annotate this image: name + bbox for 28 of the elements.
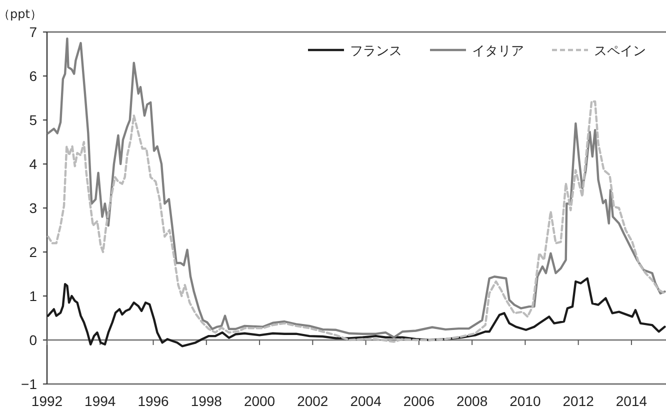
x-tick-label: 2006 xyxy=(403,393,435,409)
y-axis-title: （ppt） xyxy=(0,7,42,21)
line-series xyxy=(46,277,666,348)
line-series xyxy=(46,38,666,338)
x-tick-label: 2000 xyxy=(244,393,276,409)
x-tick-label: 1996 xyxy=(138,393,170,409)
line-series xyxy=(46,100,666,343)
y-tick-label: 5 xyxy=(29,112,38,128)
y-tick-label: 6 xyxy=(29,68,38,84)
x-tick-label: 1998 xyxy=(190,393,222,409)
x-tick-label: 2004 xyxy=(350,393,382,409)
x-tick-label: 1992 xyxy=(31,393,63,409)
legend-label: イタリア xyxy=(472,44,524,59)
y-tick-label: −1 xyxy=(21,376,38,392)
legend-label: フランス xyxy=(350,44,402,59)
y-tick-label: 3 xyxy=(29,200,38,216)
x-tick-label: 2002 xyxy=(297,393,328,409)
x-tick-label: 2008 xyxy=(456,393,488,409)
y-tick-label: 7 xyxy=(29,24,38,40)
y-tick-label: 4 xyxy=(29,156,38,172)
x-tick-label: 2012 xyxy=(562,393,594,409)
y-tick-label: 1 xyxy=(29,288,38,304)
x-tick-label: 1994 xyxy=(84,393,116,409)
x-tick-label: 2014 xyxy=(616,393,648,409)
y-tick-label: 2 xyxy=(29,244,38,260)
y-tick-label: 0 xyxy=(29,332,38,348)
legend-label: スペイン xyxy=(594,44,646,59)
x-tick-label: 2010 xyxy=(510,393,541,409)
